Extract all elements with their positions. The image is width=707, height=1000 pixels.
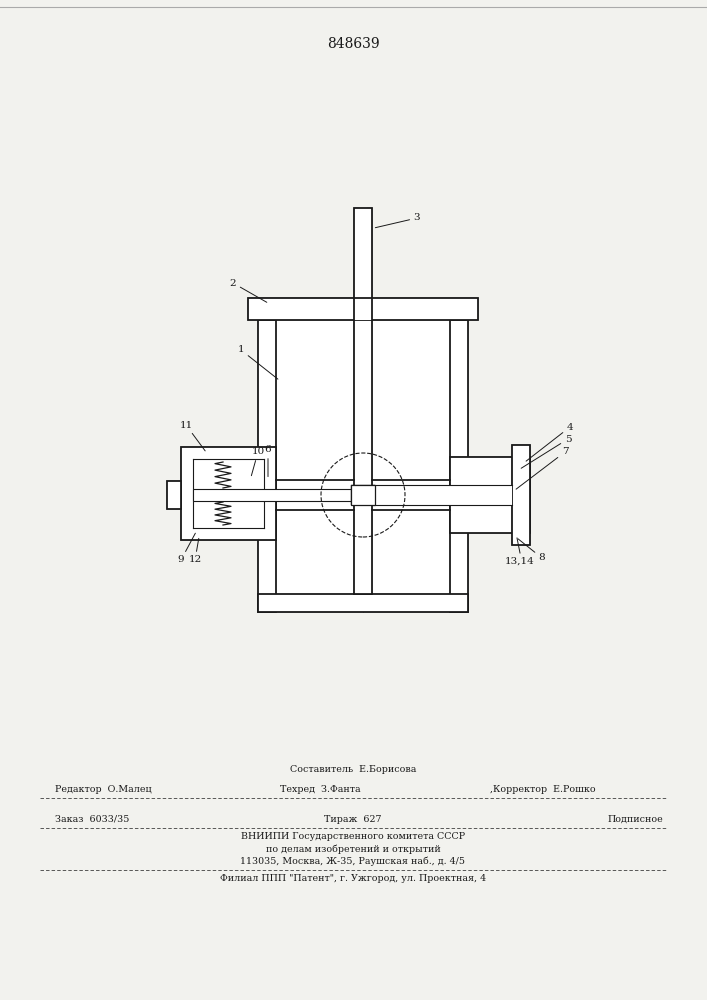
- Text: 113035, Москва, Ж-35, Раушская наб., д. 4/5: 113035, Москва, Ж-35, Раушская наб., д. …: [240, 856, 465, 865]
- Bar: [512, 445, 530, 545]
- Bar: [258, 320, 276, 612]
- Bar: [193, 489, 354, 501]
- Text: 12: 12: [188, 538, 201, 564]
- Bar: [372, 485, 512, 505]
- Text: 4: 4: [526, 422, 573, 461]
- Bar: [248, 298, 478, 320]
- Bar: [367, 208, 372, 298]
- Text: 3: 3: [375, 214, 421, 228]
- Text: 5: 5: [521, 434, 571, 468]
- Text: Редактор  О.Малец: Редактор О.Малец: [55, 785, 151, 794]
- Text: Техред  З.Фанта: Техред З.Фанта: [280, 785, 361, 794]
- Bar: [258, 320, 276, 612]
- Bar: [450, 457, 530, 533]
- Text: ВНИИПИ Государственного комитета СССР: ВНИИПИ Государственного комитета СССР: [241, 832, 465, 841]
- Bar: [248, 298, 478, 320]
- Bar: [167, 481, 181, 509]
- Text: Подписное: Подписное: [608, 815, 664, 824]
- Text: 2: 2: [230, 278, 267, 302]
- Bar: [450, 457, 530, 533]
- Text: 1: 1: [238, 346, 278, 379]
- Bar: [450, 320, 468, 612]
- Bar: [354, 208, 359, 298]
- Text: 9: 9: [177, 533, 195, 564]
- Bar: [354, 298, 372, 320]
- Text: 10: 10: [252, 448, 264, 476]
- Bar: [181, 447, 276, 540]
- Text: 848639: 848639: [327, 37, 380, 51]
- Bar: [351, 485, 375, 505]
- Bar: [181, 447, 276, 540]
- Bar: [167, 481, 181, 509]
- Bar: [258, 594, 468, 612]
- Bar: [258, 594, 468, 612]
- Text: Тираж  627: Тираж 627: [325, 815, 382, 824]
- Text: 13,14: 13,14: [505, 556, 535, 566]
- Text: 11: 11: [180, 420, 205, 451]
- Bar: [354, 208, 372, 298]
- Text: Составитель  Е.Борисова: Составитель Е.Борисова: [290, 765, 416, 774]
- Text: по делам изобретений и открытий: по делам изобретений и открытий: [266, 844, 440, 854]
- Bar: [367, 320, 372, 594]
- Text: Заказ  6033/35: Заказ 6033/35: [55, 815, 129, 824]
- Bar: [193, 459, 264, 528]
- Text: 7: 7: [516, 448, 568, 489]
- Bar: [354, 320, 359, 594]
- Bar: [276, 320, 450, 594]
- Text: ,Корректор  Е.Рошко: ,Корректор Е.Рошко: [490, 785, 595, 794]
- Bar: [512, 445, 530, 545]
- Text: 8: 8: [518, 539, 545, 562]
- Text: 6: 6: [264, 446, 271, 477]
- Text: Филиал ППП "Патент", г. Ужгород, ул. Проектная, 4: Филиал ППП "Патент", г. Ужгород, ул. Про…: [220, 874, 486, 883]
- Bar: [354, 320, 372, 594]
- Bar: [450, 320, 468, 612]
- Bar: [351, 485, 375, 505]
